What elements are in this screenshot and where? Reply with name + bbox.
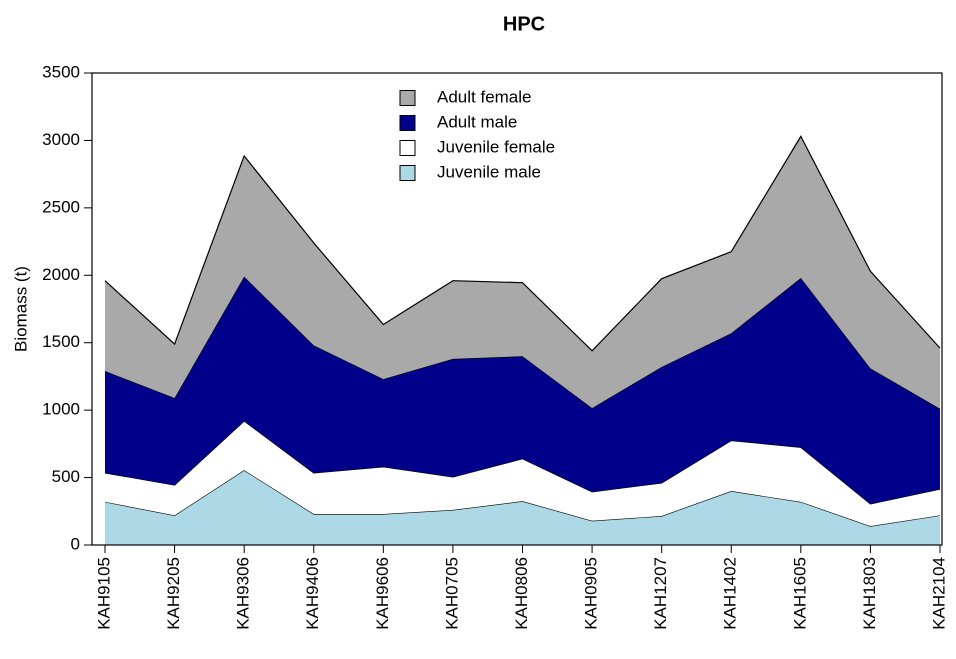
legend-swatch: [399, 165, 416, 181]
chart-title: HPC: [503, 13, 545, 35]
area: [105, 420, 940, 527]
legend-swatch: [399, 140, 416, 156]
y-tick-label: 3000: [42, 130, 80, 149]
legend-label: Juvenile male: [437, 162, 541, 181]
y-tick-label: 500: [52, 467, 80, 486]
y-axis-label: Biomass (t): [11, 266, 30, 352]
y-tick-label: 0: [71, 534, 80, 553]
legend-label: Juvenile female: [437, 137, 555, 156]
x-tick-label: KAH1207: [651, 557, 670, 630]
area: [105, 470, 940, 545]
y-tick-label: 1500: [42, 332, 80, 351]
x-tick-label: KAH9406: [303, 557, 322, 630]
legend-swatch: [399, 90, 416, 106]
legend-swatch: [399, 115, 416, 131]
legend-label: Adult male: [437, 112, 517, 131]
x-tick-label: KAH9105: [94, 557, 113, 630]
x-tick-label: KAH0905: [582, 557, 601, 630]
area-edge: [104, 135, 941, 352]
x-tick-label: KAH9205: [164, 557, 183, 630]
x-tick-label: KAH1605: [790, 557, 809, 630]
y-tick-label: 2000: [42, 265, 80, 284]
x-tick-label: KAH1803: [860, 557, 879, 630]
x-tick-label: KAH1402: [721, 557, 740, 630]
x-tick-label: KAH2104: [929, 557, 948, 630]
x-tick-label: KAH0806: [512, 557, 531, 630]
x-tick-label: KAH9306: [234, 557, 253, 630]
y-tick-label: 1000: [42, 400, 80, 419]
legend-label: Adult female: [437, 87, 532, 106]
area: [105, 136, 940, 409]
plot-frame: [91, 72, 943, 546]
x-tick-label: KAH0705: [442, 557, 461, 630]
y-tick-label: 3500: [42, 62, 80, 81]
x-tick-label: KAH9606: [373, 557, 392, 630]
y-tick-label: 2500: [42, 197, 80, 216]
